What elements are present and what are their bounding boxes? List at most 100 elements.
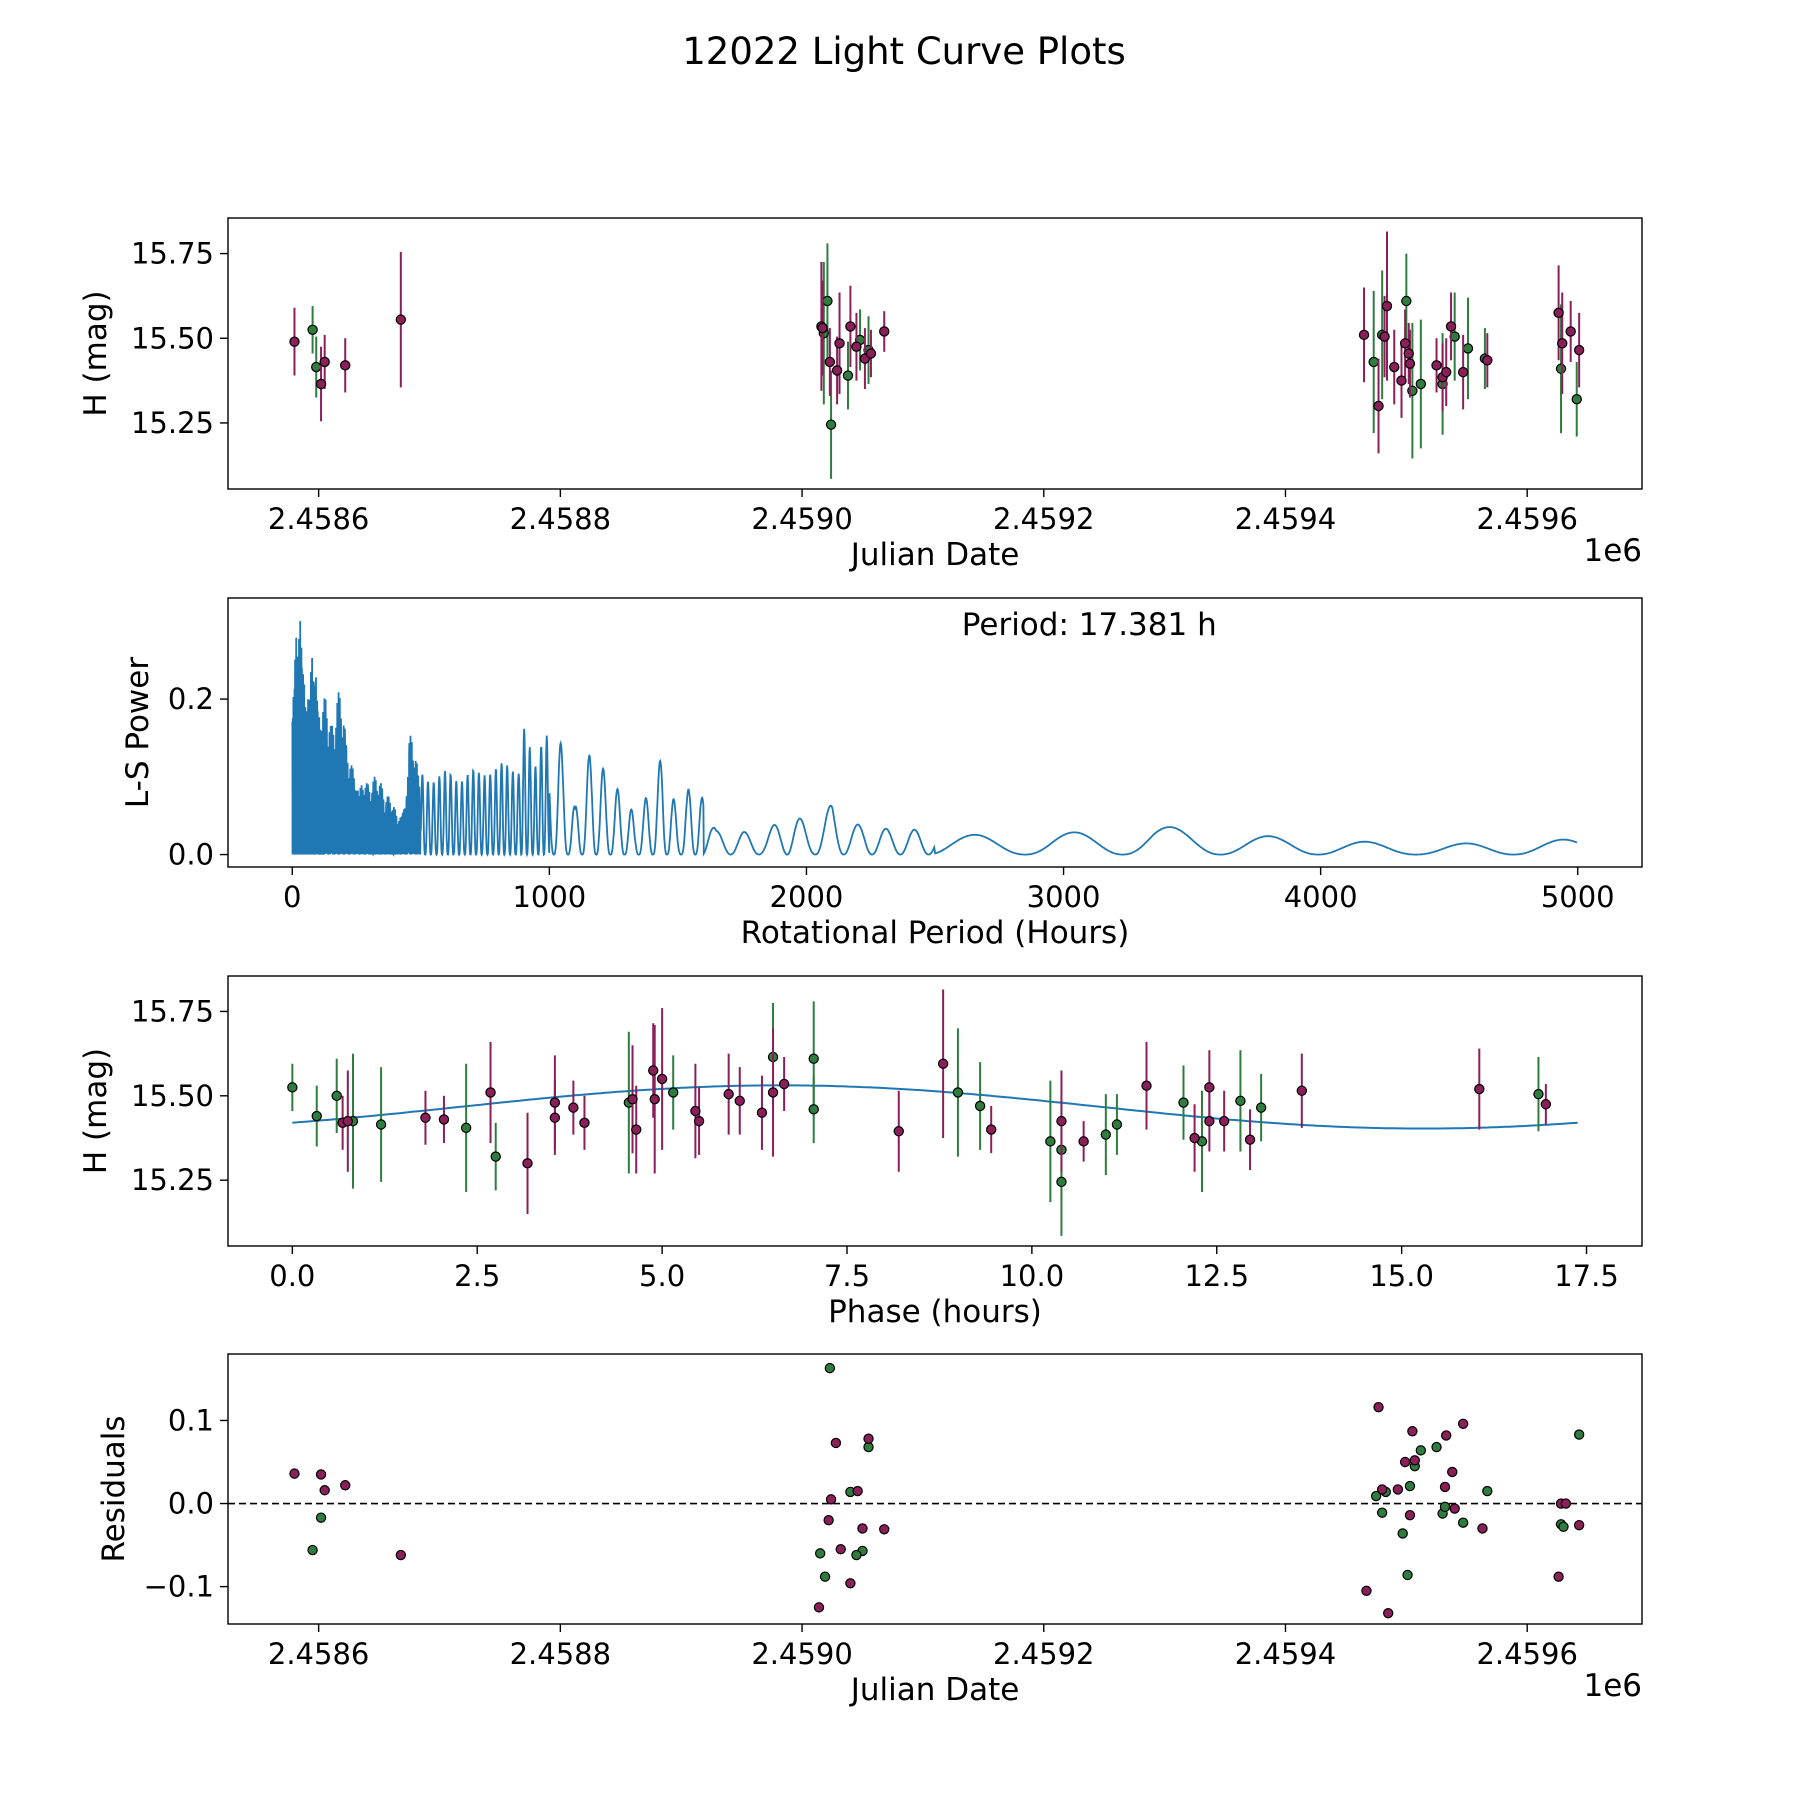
periodogram-line [291,621,1578,858]
data-point [1439,1481,1451,1493]
data-point [289,336,300,347]
x-tick-label: 17.5 [1554,1259,1619,1293]
data-point [319,1485,330,1496]
data-point [952,1087,964,1098]
x-tick-label: 2.4594 [1235,502,1336,536]
data-point [1296,1085,1308,1096]
data-layer [287,989,1578,1236]
data-point [851,341,862,352]
data-point [1431,1441,1442,1453]
data-point [893,1126,904,1137]
data-point [1457,366,1469,378]
data-point [1235,1095,1246,1107]
data-point [1401,295,1412,307]
axes-frame [227,975,1643,1247]
data-point [824,1362,836,1374]
y-tick-label: 0.1 [168,1403,214,1437]
data-point [1560,1498,1572,1509]
data-point [813,1602,825,1613]
x-axis-label: Julian Date [849,537,1020,573]
y-tick-label: 15.50 [131,1079,214,1113]
data-point [1557,338,1568,349]
data-point [845,1578,856,1589]
data-point [420,1112,431,1123]
data-point [627,1093,638,1105]
data-point [1389,361,1400,373]
y-tick-label: 0.0 [168,838,214,872]
panel-lightcurve: 2.4586 2.4588 2.4590 2.4592 2.4594 2.4596 15.2… [78,217,1643,573]
data-point [1100,1129,1112,1140]
data-point [656,1073,668,1085]
data-point [1573,1519,1585,1531]
data-point [1482,355,1493,366]
data-point [460,1122,472,1134]
data-point [863,1433,874,1444]
data-point [1056,1176,1067,1188]
data-point [340,360,351,371]
x-tick-label: 3000 [1027,880,1101,914]
data-point [986,1124,997,1135]
y-tick-label: 15.75 [131,237,214,271]
data-point [1404,358,1416,369]
data-point [1399,1456,1411,1468]
y-axis-label: L-S Power [120,657,156,808]
data-point [822,295,833,307]
data-point [1111,1119,1123,1130]
data-point [307,1544,318,1556]
data-point [315,378,327,390]
data-point [974,1100,986,1112]
axes-frame [227,597,1643,868]
data-point [1415,1445,1427,1456]
x-tick-label: 4000 [1284,880,1358,914]
data-point [1402,1569,1413,1581]
data-point [648,1065,659,1076]
data-point [1056,1115,1067,1127]
data-point [1368,356,1379,368]
data-point [831,365,843,376]
data-point [315,1469,327,1480]
data-point [1540,1099,1552,1110]
x-tick-label: 2.4596 [1476,502,1577,536]
data-point [1571,394,1582,405]
data-point [1045,1136,1056,1147]
y-tick-label: 0.2 [168,682,214,716]
x-tick-label: 2000 [770,880,844,914]
data-point [549,1097,561,1108]
data-point [825,419,837,430]
data-point [1565,326,1576,337]
panel-phased: 0.0 2.5 5.0 7.5 10.0 12.5 15.0 17.5 15.25 15.50 15… [78,975,1643,1330]
data-point [579,1117,590,1129]
data-point [287,1082,298,1093]
data-point [1415,378,1427,390]
y-axis-label: H (mag) [78,290,114,416]
data-point [522,1158,533,1169]
y-tick-label: 15.25 [131,1163,214,1197]
data-point [734,1095,745,1107]
data-point [879,326,890,337]
x-tick-label: 0.0 [269,1259,315,1293]
data-point [1407,1426,1418,1437]
data-point [1379,331,1390,342]
data-point [340,1480,351,1491]
data-point [1404,1480,1416,1492]
x-tick-label: 2.4588 [510,502,611,536]
data-point [668,1087,679,1098]
x-axis-label: Rotational Period (Hours) [741,915,1130,951]
data-point [937,1058,949,1069]
data-point [1141,1080,1152,1091]
data-point [778,1078,790,1090]
data-layer [228,1362,1642,1619]
data-point [819,1571,831,1582]
period-annotation: Period: 17.381 h [962,607,1217,643]
data-point [879,1524,890,1535]
x-offset-label: 1e6 [1583,1668,1642,1704]
data-point [490,1151,501,1162]
x-tick-label: 2.4588 [510,1637,611,1671]
data-point [823,1514,834,1526]
data-point [1439,1501,1451,1513]
y-tick-label: 0.0 [168,1487,214,1521]
data-layer [291,621,1578,858]
x-tick-label: 2.4596 [1476,1637,1577,1671]
x-tick-label: 2.5 [454,1259,500,1293]
